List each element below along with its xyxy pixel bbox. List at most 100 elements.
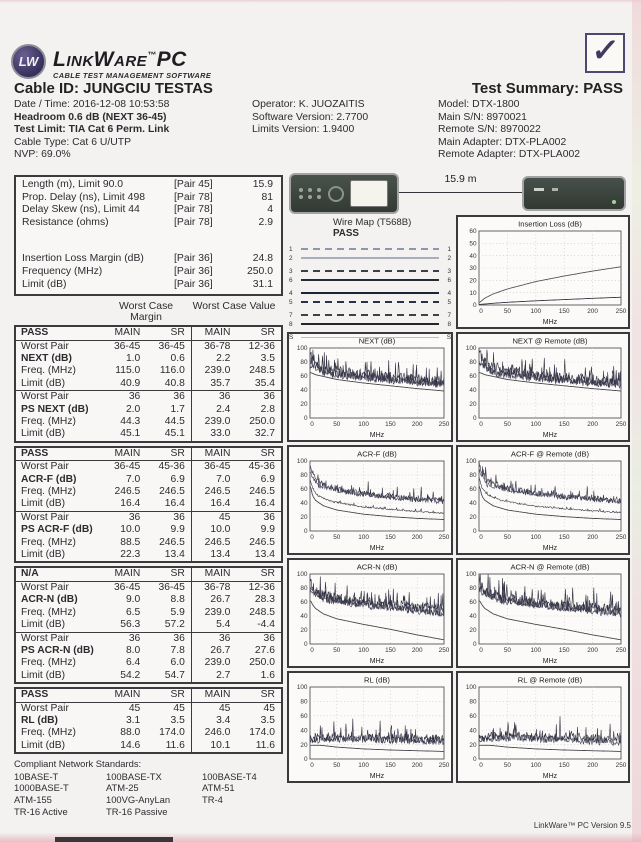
column-header: SR (170, 447, 185, 459)
chart-svg: 0 20 40 60 80 100 0 50 100 150 200 250 NEXT (dB) MHz (297, 337, 450, 440)
status-label: N/A (21, 568, 39, 580)
scan-edge-right (632, 0, 641, 842)
chart-svg: 0 20 40 60 80 100 0 50 100 150 200 250 RL @ Remote (… (466, 676, 627, 781)
svg-text:150: 150 (385, 647, 396, 654)
cell-value: 8.8 (170, 594, 185, 606)
lw-badge-icon: LW (11, 44, 46, 79)
svg-text:150: 150 (385, 534, 396, 541)
table-row: NEXT (dB) 1.0 0.6 2.2 3.5 (16, 352, 281, 366)
logo-text: LinkWare™PC CABLE TEST MANAGEMENT SOFTWA… (53, 44, 211, 81)
svg-text:80: 80 (469, 472, 477, 479)
wire-pin-left: 1 (289, 245, 293, 253)
table-row: ACR-F (dB) 7.0 6.9 7.0 6.9 (16, 473, 281, 487)
svg-text:100: 100 (297, 345, 308, 352)
table-row: PS ACR-N (dB) 8.0 7.8 26.7 27.6 (16, 644, 281, 658)
cell-value: 115.0 (115, 365, 141, 377)
svg-text:100: 100 (530, 647, 541, 654)
svg-text:20: 20 (300, 514, 308, 521)
svg-text:250: 250 (439, 762, 450, 769)
standards-column: 10BASE-T 1000BASE-T ATM-155 TR-16 Active (14, 771, 106, 817)
cable-id: Cable ID: JUNGCIU TESTAS (14, 80, 213, 97)
cell-value: 36 (173, 632, 185, 644)
row-label: Limit (dB) (21, 549, 66, 561)
svg-text:100: 100 (530, 762, 541, 769)
svg-text:100: 100 (297, 458, 308, 465)
measurement-pair: [Pair 78] (174, 204, 213, 216)
svg-text:60: 60 (300, 373, 308, 380)
cell-value: 36-45 (113, 340, 141, 352)
measurement-label: Insertion Loss Margin (dB) (22, 253, 144, 265)
cell-value: 36 (173, 511, 185, 523)
title-bar: Cable ID: JUNGCIU TESTAS Test Summary: P… (14, 80, 623, 97)
svg-text:0: 0 (479, 308, 483, 315)
chart-svg: 0 20 40 60 80 100 0 50 100 150 200 250 ACR-F @ Remot… (466, 450, 627, 553)
cell-value: 3.1 (125, 714, 141, 726)
column-header: MAIN (114, 689, 141, 701)
info-line: Remote S/N: 8970022 (438, 124, 541, 136)
measurement-row: Limit (dB) [Pair 36] 31.1 (16, 279, 281, 292)
measurement-value: 31.1 (252, 278, 273, 290)
row-label: Limit (dB) (21, 619, 66, 631)
svg-text:200: 200 (587, 762, 598, 769)
table-row: Worst Pair 36 36 36 36 (16, 632, 281, 645)
chart-acrn: 0 20 40 60 80 100 0 50 100 150 200 250 ACR-N (dB) MHz (287, 558, 453, 668)
report-checkbox[interactable]: ✓ (585, 32, 625, 73)
tester-screen (350, 180, 388, 207)
check-icon: ✓ (589, 32, 621, 68)
svg-text:0: 0 (310, 421, 314, 428)
cable-link-line (399, 192, 522, 193)
svg-text:40: 40 (300, 613, 308, 620)
cell-value: 246.5 (190, 536, 237, 550)
cell-value: 56.3 (120, 619, 141, 631)
measurement-value: 15.9 (252, 179, 273, 190)
cell-value: 28.3 (254, 594, 275, 606)
status-label: PASS (21, 447, 49, 459)
svg-text:250: 250 (439, 421, 450, 428)
cell-value: 45 (263, 702, 275, 714)
cell-value: 16.4 (190, 498, 237, 511)
cell-value: 32.7 (254, 428, 275, 440)
table-group: Worst Pair 36 36 36 36 PS ACR-N (dB) 8.0 7.8 26.… (16, 632, 281, 683)
cell-value: 36-45 (190, 461, 237, 474)
svg-text:250: 250 (616, 308, 627, 315)
wire-pin-right: 1 (447, 245, 451, 253)
chart-rl-remote: 0 20 40 60 80 100 0 50 100 150 200 250 RL @ Remote (… (456, 671, 630, 783)
svg-text:100: 100 (358, 762, 369, 769)
main-tester-image (289, 173, 399, 214)
cell-value: 16.4 (164, 498, 185, 510)
cell-value: 36 (128, 391, 141, 403)
svg-text:60: 60 (300, 486, 308, 493)
cell-value: 246.0 (190, 727, 237, 740)
cell-value: 5.9 (170, 606, 185, 618)
standard-item: TR-16 Active (14, 805, 68, 817)
cell-value: 174.0 (249, 727, 275, 739)
cell-value: 26.7 (190, 644, 237, 658)
svg-text:50: 50 (504, 421, 512, 428)
svg-text:80: 80 (300, 472, 308, 479)
column-header: MAIN (114, 447, 141, 459)
info-line: Operator: K. JUOZAITIS (252, 99, 365, 110)
row-label: PS ACR-F (dB) (21, 524, 93, 536)
result-table: N/A MAIN SR MAIN SR Worst Pair 36-45 36-45 36-78… (14, 566, 283, 685)
svg-text:100: 100 (358, 534, 369, 541)
wire-pin-left: 3 (289, 267, 293, 275)
table-row: Limit (dB) 22.3 13.4 13.4 13.4 (16, 549, 281, 562)
svg-text:40: 40 (469, 727, 477, 734)
svg-text:0: 0 (310, 534, 314, 541)
cell-value: 239.0 (190, 365, 237, 378)
chart-svg: 0 20 40 60 80 100 0 50 100 150 200 250 NEXT @ Remote… (466, 337, 627, 440)
info-line: Main S/N: 8970021 (438, 111, 527, 123)
standards-column: 100BASE-T4 ATM-51 TR-4 (202, 771, 282, 817)
standard-item: TR-4 (202, 793, 223, 805)
svg-text:0: 0 (310, 647, 314, 654)
standard-item: TR-16 Passive (106, 805, 168, 817)
cell-value: 1.6 (260, 669, 275, 681)
table-row: Worst Pair 45 45 45 45 (16, 702, 281, 715)
result-table: PASS MAIN SR MAIN SR Worst Pair 36-45 45-36 36-4… (14, 445, 283, 564)
